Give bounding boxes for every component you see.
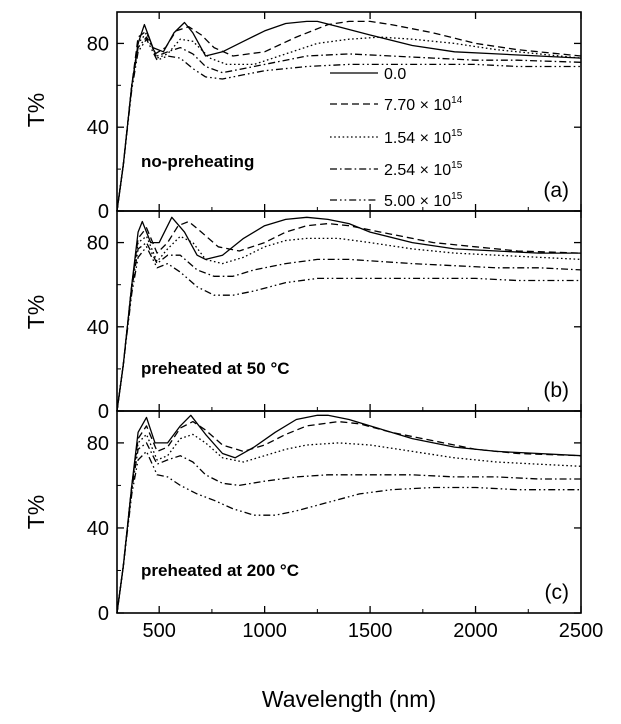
x-tick-label: 500	[142, 620, 175, 642]
legend-label: 7.70 × 1014	[384, 95, 463, 114]
y-tick-label: 80	[87, 233, 109, 255]
legend-label: 2.54 × 1015	[384, 160, 463, 179]
y-tick-label: 40	[87, 117, 109, 139]
panel-a: 0 40 80 no-preheating (a)	[87, 11, 582, 223]
y-axis-title-panel-b: T%	[23, 295, 49, 330]
panel-note: preheated at 50 °C	[141, 359, 290, 378]
panel-tag: (c)	[545, 581, 570, 604]
panel-tag: (a)	[543, 179, 569, 202]
plot-frame	[116, 410, 582, 614]
series-line-5	[116, 246, 581, 412]
y-axis-title-panel-a: T%	[23, 93, 49, 128]
legend-exponent: 15	[451, 128, 463, 139]
series-line-2	[116, 20, 582, 212]
panel-c: 0 40 80 500 1000 1500 2000 2500 preheated at 200…	[87, 410, 604, 642]
x-tick-label: 2500	[559, 620, 604, 642]
panel-note: preheated at 200 °C	[141, 561, 299, 580]
series-line-2	[116, 220, 582, 412]
series-line-5	[116, 38, 581, 212]
y-tick-label: 40	[87, 518, 109, 540]
legend-exponent: 15	[451, 160, 463, 171]
x-tick-label: 1500	[348, 620, 393, 642]
legend: 0.0 7.70 × 1014 1.54 × 1015 2.54 × 1015 5.00…	[330, 66, 463, 210]
series-line-4	[116, 442, 581, 614]
series-line-1	[116, 414, 582, 614]
y-tick-label: 0	[98, 603, 109, 625]
y-tick-label: 80	[87, 33, 109, 55]
x-axis-title: Wavelength (nm)	[262, 686, 436, 712]
chart-panels: 0 40 80 no-preheating (a) 0 40 80 preheated at 5…	[87, 11, 604, 642]
series-line-3	[116, 433, 582, 614]
panel-tag: (b)	[543, 379, 569, 402]
series-line-4	[116, 241, 582, 412]
series-line-2	[116, 420, 582, 614]
legend-label: 0.0	[384, 66, 406, 83]
legend-label: 5.00 × 1015	[384, 191, 463, 210]
plot-frame	[116, 210, 582, 412]
legend-label: 1.54 × 1015	[384, 128, 463, 147]
panel-b: 0 40 80 preheated at 50 °C (b)	[87, 210, 582, 423]
panel-note: no-preheating	[141, 152, 254, 171]
x-tick-label: 2000	[453, 620, 498, 642]
series-line-1	[116, 20, 582, 212]
series-line-4	[116, 36, 582, 212]
y-axis-title-panel-c: T%	[23, 495, 49, 530]
y-tick-label: 80	[87, 433, 109, 455]
y-tick-label: 40	[87, 317, 109, 339]
series-line-3	[116, 32, 582, 212]
legend-exponent: 14	[451, 95, 463, 106]
series-line-3	[116, 235, 582, 412]
plot-frame	[116, 11, 582, 212]
legend-exponent: 15	[451, 191, 463, 202]
series-line-5	[116, 450, 581, 614]
series-line-1	[116, 216, 581, 412]
x-tick-label: 1000	[242, 620, 287, 642]
y-tick-label: 0	[98, 401, 109, 423]
y-tick-label: 0	[98, 201, 109, 223]
